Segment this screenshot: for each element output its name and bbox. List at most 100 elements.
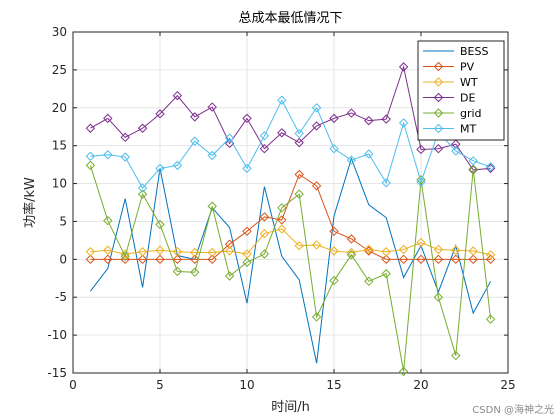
data-point-grid [416, 175, 426, 185]
data-point-grid [468, 164, 478, 174]
data-point-pv [207, 254, 217, 265]
data-point-mt [398, 118, 409, 128]
legend-label: PV [460, 61, 475, 74]
data-point-grid [85, 160, 96, 171]
data-point-mt [346, 155, 357, 165]
data-point-wt [277, 224, 287, 234]
data-point-grid [433, 292, 444, 302]
data-point-mt [364, 149, 374, 159]
data-point-pv [277, 215, 287, 225]
data-point-wt [224, 246, 235, 256]
data-point-pv [294, 169, 304, 180]
data-point-wt [485, 250, 496, 260]
legend-marker [433, 77, 444, 87]
data-point-de [155, 109, 165, 119]
x-tick-label: 0 [69, 378, 77, 392]
data-point-pv [85, 254, 96, 265]
data-point-de [311, 121, 322, 131]
data-point-mt [329, 143, 339, 154]
legend-label: MT [460, 123, 476, 136]
data-point-wt [259, 228, 270, 239]
data-point-grid [294, 189, 304, 199]
data-point-wt [311, 240, 322, 250]
data-point-mt [294, 128, 304, 139]
data-point-de [346, 108, 357, 118]
data-point-grid [311, 312, 322, 322]
data-point-pv [416, 254, 426, 265]
data-point-mt [190, 136, 200, 146]
data-point-wt [172, 247, 183, 257]
legend-item-pv: PV [423, 61, 475, 74]
series-bess [90, 156, 492, 364]
series-line-de [90, 64, 491, 171]
y-tick-label: 15 [52, 139, 67, 153]
legend-label: WT [460, 76, 478, 89]
data-point-de [277, 128, 287, 138]
x-tick-label: 20 [413, 378, 428, 392]
data-point-wt [137, 247, 148, 257]
data-point-pv [346, 234, 357, 244]
legend-item-de: DE [423, 92, 475, 105]
data-point-mt [416, 177, 426, 187]
data-point-mt [103, 150, 113, 160]
series-wt [85, 224, 496, 260]
data-point-mt [277, 95, 287, 105]
data-point-wt [416, 237, 426, 248]
legend-item-wt: WT [423, 76, 478, 89]
chart-title: 总成本最低情况下 [238, 11, 342, 26]
data-point-wt [294, 240, 304, 251]
data-point-mt [381, 178, 391, 188]
y-tick-label: 0 [59, 252, 67, 266]
legend-marker [433, 61, 444, 72]
data-point-mt [468, 156, 478, 166]
data-point-grid [259, 249, 270, 259]
data-point-mt [485, 162, 496, 172]
data-point-wt [381, 247, 391, 257]
data-point-mt [311, 103, 322, 113]
data-point-grid [485, 314, 496, 324]
data-point-grid [207, 201, 217, 211]
data-point-mt [120, 152, 130, 162]
data-point-pv [485, 254, 496, 265]
data-point-de [329, 113, 339, 124]
series-line-grid [89, 165, 492, 372]
data-point-pv [172, 254, 183, 265]
y-axis-label: 功率/kW [22, 177, 38, 228]
data-point-grid [451, 350, 461, 361]
legend: BESS PV WT DE grid MT [417, 40, 505, 141]
data-point-mt [207, 150, 217, 161]
data-point-de [259, 143, 270, 154]
data-point-de [103, 113, 113, 124]
y-tick-label: 10 [52, 177, 67, 191]
y-tick-label: -10 [47, 328, 67, 342]
data-point-de [381, 114, 391, 124]
data-point-grid [172, 266, 183, 277]
watermark: CSDN @海神之光 [472, 405, 554, 416]
series-line-pv [90, 173, 491, 260]
data-point-mt [242, 163, 252, 174]
data-point-de [207, 102, 217, 112]
data-point-mt [155, 163, 165, 174]
data-point-mt [172, 160, 183, 171]
data-point-pv [468, 254, 478, 265]
data-point-wt [398, 244, 409, 255]
data-point-grid [190, 267, 200, 277]
data-point-mt [451, 146, 461, 156]
data-point-wt [207, 247, 217, 258]
data-point-pv [224, 239, 235, 249]
y-tick-label: 5 [59, 214, 67, 228]
legend-label: BESS [460, 45, 488, 58]
x-axis-label: 时间/h [271, 400, 310, 415]
data-point-pv [311, 181, 322, 191]
y-tick-label: 30 [52, 25, 67, 39]
data-point-pv [190, 254, 200, 265]
data-point-grid [381, 269, 391, 279]
data-point-pv [103, 254, 113, 265]
data-point-de [137, 123, 148, 133]
data-point-wt [346, 247, 357, 258]
data-point-wt [364, 244, 374, 255]
legend-marker [433, 92, 444, 103]
legend-label: DE [460, 92, 475, 105]
data-point-grid [242, 257, 252, 268]
